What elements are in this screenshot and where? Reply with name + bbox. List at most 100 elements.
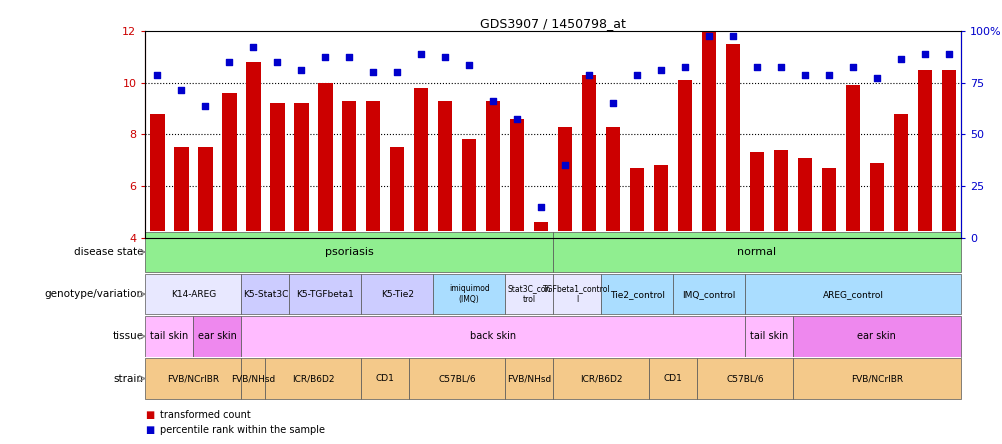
Bar [390,147,404,238]
Point [533,203,549,210]
Point [461,61,477,68]
Text: ICR/B6D2: ICR/B6D2 [579,374,622,383]
Text: C57BL/6: C57BL/6 [725,374,764,383]
Point [652,66,668,73]
Text: ICR/B6D2: ICR/B6D2 [292,374,335,383]
Bar [150,114,164,238]
Point [197,103,213,110]
Bar [725,44,739,238]
Bar [366,101,380,238]
Point [270,59,286,66]
Text: normal: normal [736,247,776,257]
Text: FVB/NHsd: FVB/NHsd [231,374,276,383]
Bar [361,274,433,314]
Text: FVB/NCrIBR: FVB/NCrIBR [167,374,219,383]
Text: C57BL/6: C57BL/6 [438,374,476,383]
Text: tail skin: tail skin [749,331,788,341]
Bar [222,93,236,238]
Point [892,56,908,63]
Bar [553,232,960,272]
Bar [793,358,960,399]
Bar [941,70,955,238]
Point [820,71,836,79]
Point [797,71,813,79]
Text: ear skin: ear skin [197,331,236,341]
Point [748,63,765,71]
Title: GDS3907 / 1450798_at: GDS3907 / 1450798_at [480,17,625,30]
Bar [361,358,409,399]
Point [940,51,956,58]
Bar [648,358,696,399]
Text: back skin: back skin [470,331,516,341]
Text: K5-Stat3C: K5-Stat3C [242,289,288,299]
Bar [193,316,241,357]
Bar [486,101,500,238]
Point [628,71,644,79]
Point [676,63,692,71]
Bar [241,358,266,399]
Bar [605,127,619,238]
Bar [797,158,812,238]
Point [556,162,572,169]
Point [773,63,789,71]
Point [245,43,262,50]
Point [844,63,860,71]
Bar [744,316,793,357]
Text: psoriasis: psoriasis [325,247,374,257]
Text: tail skin: tail skin [150,331,188,341]
Bar [245,62,261,238]
Text: K14-AREG: K14-AREG [170,289,215,299]
Bar [845,85,860,238]
Bar [821,168,836,238]
Text: Stat3C_con
trol: Stat3C_con trol [507,285,550,304]
Bar [696,358,793,399]
Bar [289,274,361,314]
Point [700,33,716,40]
Text: percentile rank within the sample: percentile rank within the sample [160,425,326,435]
Text: ■: ■ [145,425,154,435]
Bar [744,274,960,314]
Text: disease state: disease state [74,247,143,257]
Text: ■: ■ [145,410,154,420]
Bar [749,152,764,238]
Text: Tie2_control: Tie2_control [609,289,664,299]
Bar [893,114,907,238]
Text: imiquimod
(IMQ): imiquimod (IMQ) [448,285,489,304]
Bar [773,150,788,238]
Text: K5-Tie2: K5-Tie2 [381,289,414,299]
Text: CD1: CD1 [376,374,395,383]
Bar [270,103,285,238]
Text: IMQ_control: IMQ_control [681,289,735,299]
Bar [433,274,505,314]
Bar [917,70,931,238]
Text: CD1: CD1 [663,374,681,383]
Bar [533,222,548,238]
Bar [672,274,744,314]
Point [437,53,453,60]
Bar [505,274,553,314]
Point [916,51,932,58]
Point [221,59,237,66]
Text: genotype/variation: genotype/variation [45,289,143,299]
Text: AREG_control: AREG_control [822,289,883,299]
Bar [145,358,241,399]
Point [173,87,189,94]
Point [413,51,429,58]
Point [485,97,501,104]
Point [604,100,620,107]
Bar [198,147,212,238]
Text: FVB/NCrIBR: FVB/NCrIBR [850,374,902,383]
Bar [701,31,715,238]
Point [724,33,740,40]
Bar [342,101,356,238]
Bar [266,358,361,399]
Bar [174,147,188,238]
Bar [677,80,691,238]
Bar [869,163,883,238]
Point [293,66,309,73]
Bar [241,316,744,357]
Bar [145,232,553,272]
Bar [653,165,667,238]
Bar [462,139,476,238]
Bar [414,88,428,238]
